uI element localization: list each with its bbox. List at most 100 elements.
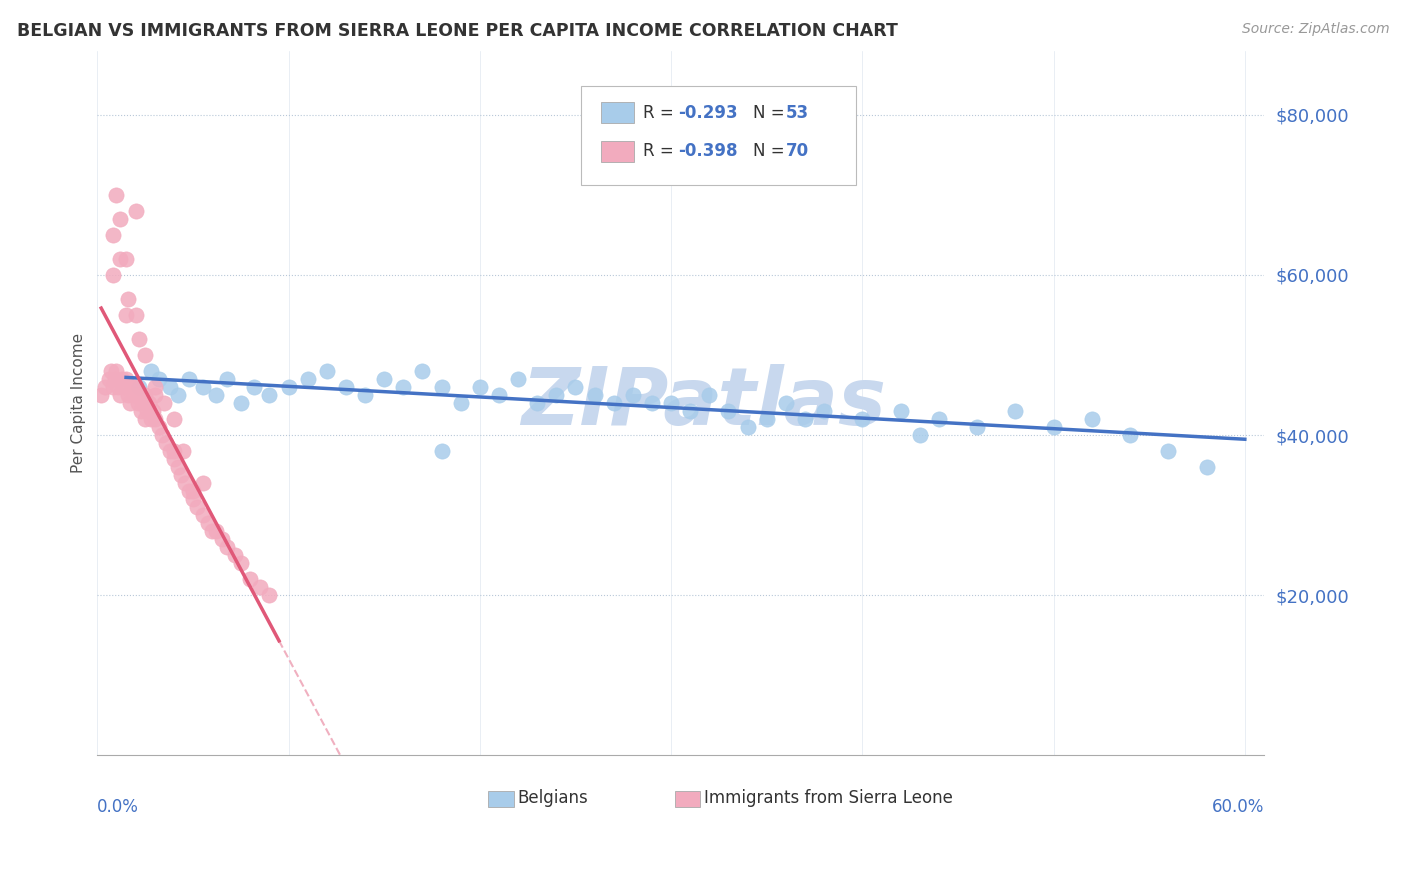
Text: ZIPatlas: ZIPatlas [522,364,887,442]
Point [928,412,950,426]
Point [97,372,120,386]
Text: Belgians: Belgians [517,789,588,806]
Point [217,372,239,386]
Point [105,364,128,378]
Point [132,396,155,410]
Point [118,396,141,410]
Point [159,444,181,458]
Point [813,404,835,418]
Point [851,412,873,426]
Point [110,252,132,266]
Point [134,348,156,362]
Point [583,388,606,402]
Point [163,452,186,467]
FancyBboxPatch shape [582,86,856,185]
Point [124,203,146,218]
Point [166,388,188,402]
Point [166,460,188,475]
Point [150,428,173,442]
Point [191,476,214,491]
Point [112,380,135,394]
Point [107,380,129,394]
Point [101,380,124,394]
Point [159,380,181,394]
Point [315,364,337,378]
Point [411,364,433,378]
Point [679,404,702,418]
Point [430,444,453,458]
Point [430,380,453,394]
Point [105,187,128,202]
Point [737,420,759,434]
Point [217,540,239,554]
Text: R =: R = [644,143,679,161]
Point [100,364,122,378]
Point [148,420,170,434]
Point [186,500,208,515]
Point [506,372,529,386]
Point [134,388,156,402]
Text: 53: 53 [786,103,808,121]
Point [277,380,299,394]
Point [229,396,252,410]
Point [546,388,568,402]
Point [966,420,988,434]
Point [115,252,138,266]
Point [211,532,233,546]
Point [111,372,134,386]
Point [136,404,159,418]
Point [1157,444,1180,458]
Point [142,404,165,418]
Point [564,380,586,394]
Point [243,380,266,394]
Point [124,380,146,394]
Text: N =: N = [754,143,790,161]
Text: -0.293: -0.293 [678,103,738,121]
Point [128,332,150,346]
Point [110,388,132,402]
Y-axis label: Per Capita Income: Per Capita Income [72,333,86,473]
Point [121,380,143,394]
Point [128,388,150,402]
Point [191,380,214,394]
Point [172,444,194,458]
Point [354,388,377,402]
Point [163,412,186,426]
Point [181,492,204,507]
Point [115,372,138,386]
Point [138,396,160,410]
Text: -0.398: -0.398 [678,143,738,161]
Point [153,396,176,410]
Point [239,572,262,586]
Point [1081,412,1104,426]
Bar [488,791,513,806]
Point [127,396,149,410]
Text: Immigrants from Sierra Leone: Immigrants from Sierra Leone [704,789,953,806]
Point [101,268,124,282]
Point [890,404,912,418]
Point [191,508,214,522]
Point [117,292,139,306]
Point [90,388,112,402]
Point [170,468,193,483]
Point [259,588,281,602]
Point [139,412,162,426]
Point [181,484,204,499]
Point [373,372,395,386]
Point [229,556,252,570]
Text: Source: ZipAtlas.com: Source: ZipAtlas.com [1241,22,1389,37]
Point [163,444,186,458]
Point [179,372,201,386]
Point [174,476,197,491]
Point [155,436,177,450]
Point [139,364,162,378]
Point [94,380,117,394]
Point [101,227,124,242]
Point [335,380,357,394]
Point [775,396,797,410]
Point [143,380,166,394]
Point [297,372,319,386]
Text: 70: 70 [786,143,808,161]
Point [128,380,150,394]
Point [249,580,271,594]
